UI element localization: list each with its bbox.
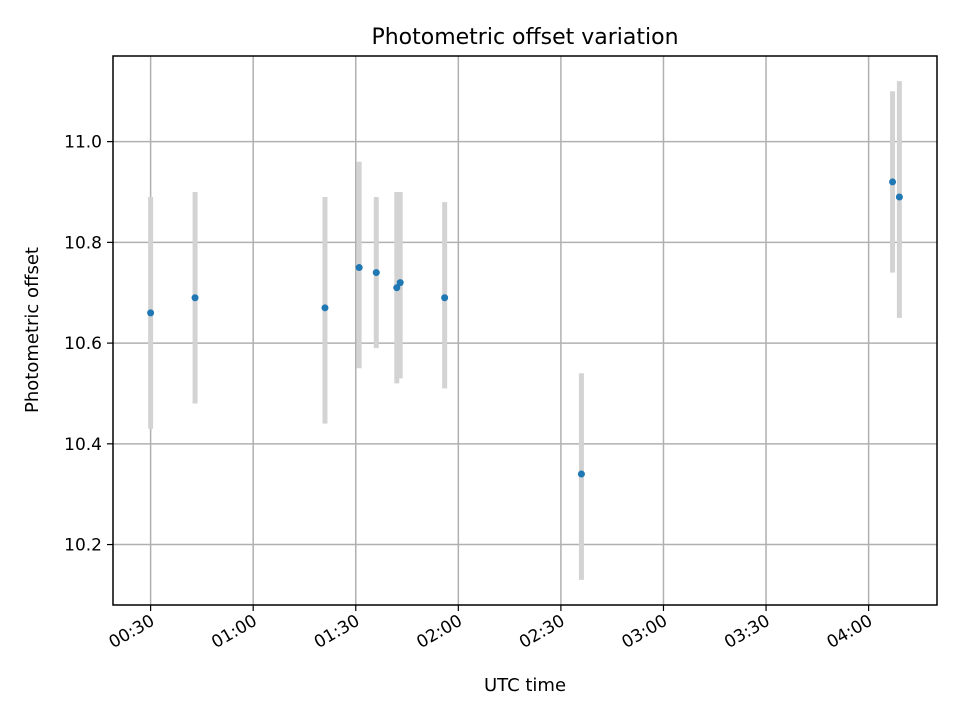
data-point bbox=[441, 294, 449, 302]
data-point bbox=[147, 309, 155, 317]
chart-title: Photometric offset variation bbox=[371, 25, 678, 50]
y-axis-ticks: 10.2 10.4 10.6 10.8 11.0 bbox=[64, 133, 113, 556]
plot-frame bbox=[112, 55, 938, 606]
x-axis-ticks: 00:30 01:00 01:30 02:00 02:30 03:00 03:30 04:00 bbox=[106, 605, 876, 653]
y-tick-label: 11.0 bbox=[64, 133, 102, 153]
y-tick-label: 10.6 bbox=[64, 334, 102, 354]
y-tick-label: 10.2 bbox=[64, 536, 102, 556]
x-tick-label: 01:00 bbox=[208, 611, 260, 653]
data-points bbox=[147, 178, 903, 478]
data-point bbox=[895, 193, 903, 201]
data-point bbox=[577, 470, 585, 478]
data-point bbox=[889, 178, 897, 186]
x-axis-label: UTC time bbox=[484, 675, 566, 696]
data-point bbox=[355, 264, 363, 272]
grid bbox=[113, 56, 937, 605]
x-tick-label: 03:30 bbox=[721, 611, 773, 653]
x-tick-label: 02:00 bbox=[413, 611, 465, 653]
error-bars bbox=[148, 81, 902, 580]
data-point bbox=[372, 269, 380, 277]
y-axis-label: Photometric offset bbox=[22, 247, 43, 413]
x-tick-label: 03:00 bbox=[619, 611, 671, 653]
x-tick-label: 02:30 bbox=[516, 611, 568, 653]
data-point bbox=[396, 279, 404, 287]
data-point bbox=[321, 304, 329, 312]
y-tick-label: 10.4 bbox=[64, 435, 102, 455]
y-tick-label: 10.8 bbox=[64, 233, 102, 253]
data-point bbox=[393, 284, 401, 292]
x-tick-label: 01:30 bbox=[311, 611, 363, 653]
x-tick-label: 00:30 bbox=[106, 611, 158, 653]
x-tick-label: 04:00 bbox=[824, 611, 876, 653]
data-point bbox=[191, 294, 199, 302]
